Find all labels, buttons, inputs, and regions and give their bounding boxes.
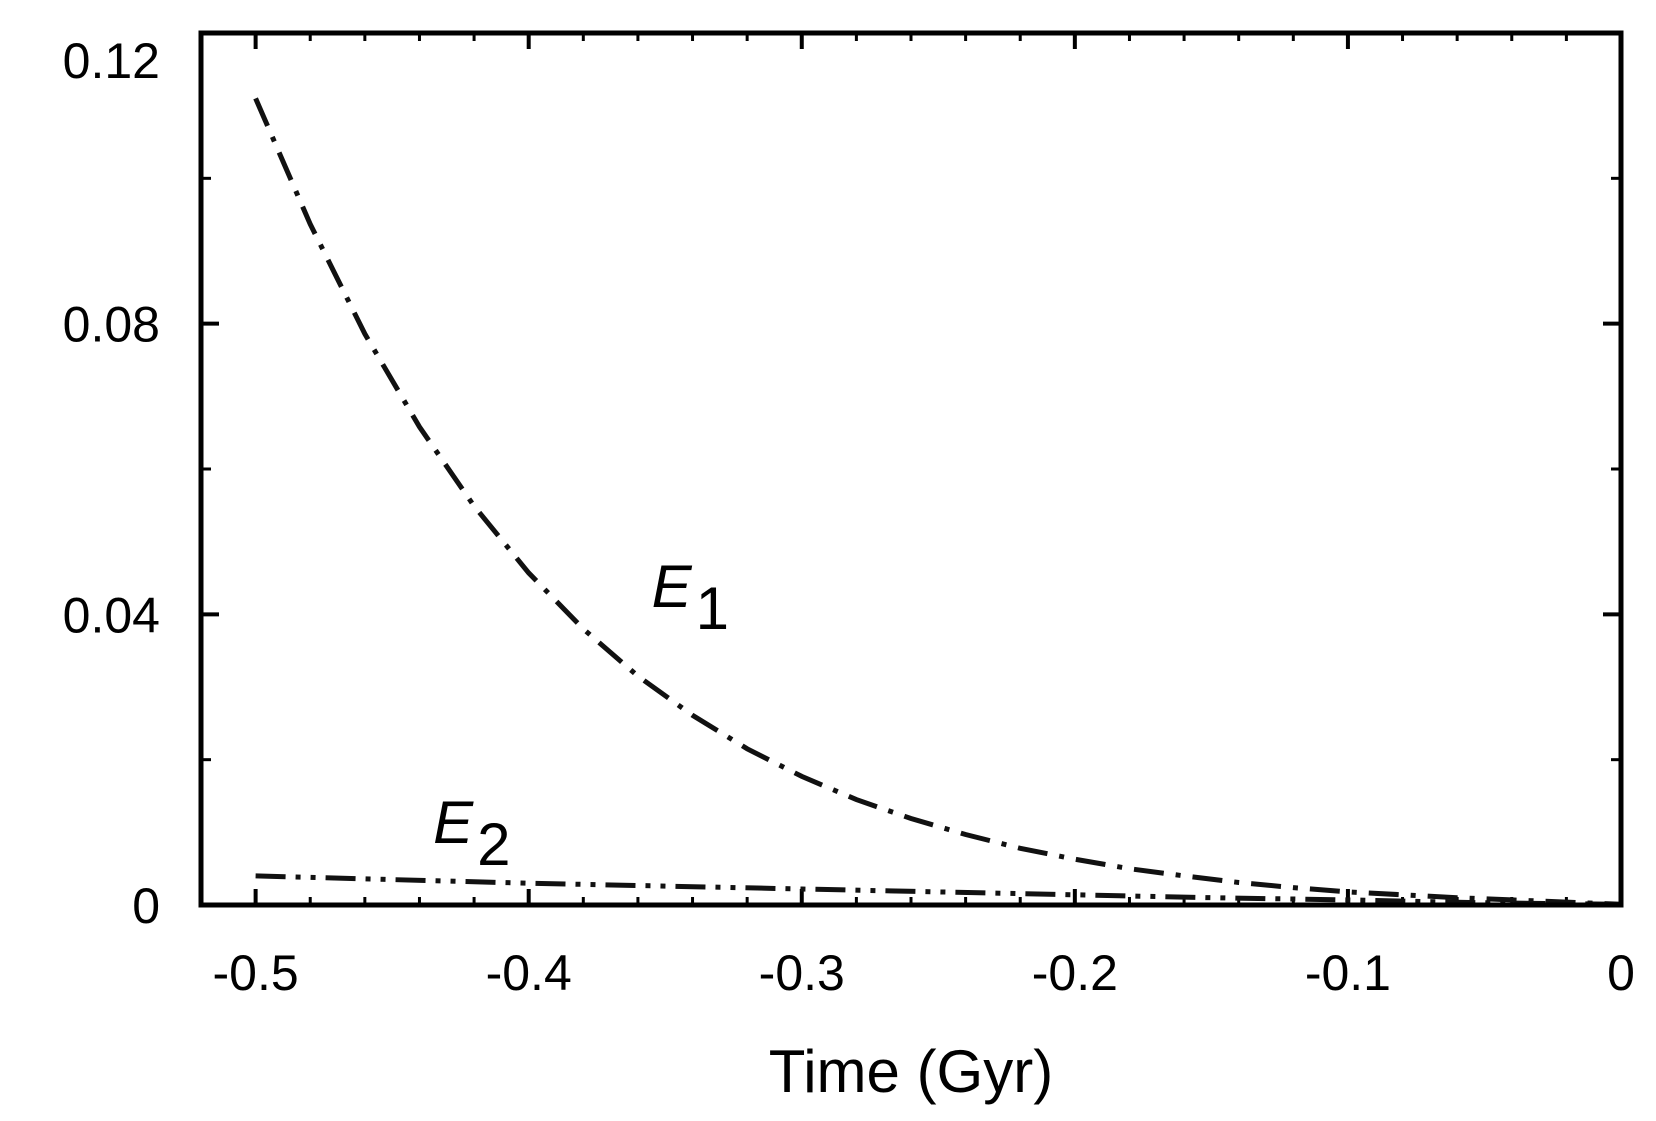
y-tick-label: 0.04 — [63, 587, 160, 643]
x-axis-label: Time (Gyr) — [769, 1038, 1053, 1105]
x-tick-label: -0.4 — [486, 945, 572, 1001]
series-line-2 — [255, 873, 1622, 907]
curve-label-subscript: 2 — [477, 811, 510, 878]
y-tick-labels: 0 0.04 0.08 0.12 — [63, 33, 160, 934]
curve-label-1: E1 — [652, 553, 729, 642]
curve-label-subscript: 1 — [696, 575, 729, 642]
curve-label-2: E2 — [433, 789, 510, 878]
x-tick-label: -0.5 — [213, 945, 299, 1001]
y-tick-label: 0.08 — [63, 297, 160, 353]
major-ticks — [201, 31, 1623, 907]
curve-label-main: E — [652, 553, 693, 620]
x-tick-label: -0.2 — [1032, 945, 1118, 1001]
minor-ticks — [201, 33, 1621, 905]
x-tick-labels: -0.5 -0.4 -0.3 -0.2 -0.1 0 — [213, 945, 1635, 1001]
x-tick-label: 0 — [1607, 945, 1635, 1001]
plot-frame — [198, 30, 1624, 908]
y-tick-label: 0 — [132, 878, 160, 934]
series-line-1 — [253, 97, 1622, 907]
x-tick-label: -0.1 — [1305, 945, 1391, 1001]
y-tick-label: 0.12 — [63, 33, 160, 89]
series-layer — [253, 97, 1622, 907]
curve-label-main: E — [433, 789, 474, 856]
x-tick-label: -0.3 — [759, 945, 845, 1001]
